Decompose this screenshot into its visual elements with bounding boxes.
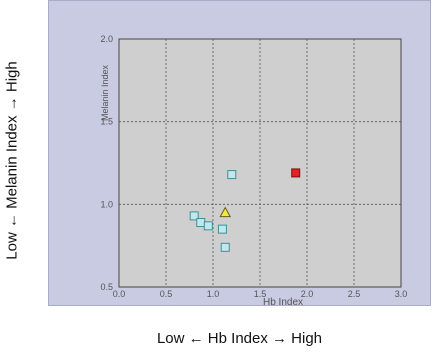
data-points — [189, 168, 301, 252]
y-tick-label: 2.0 — [100, 34, 113, 44]
x-tick-label: 1.5 — [254, 289, 267, 299]
x-tick-label: 2.5 — [348, 289, 361, 299]
chart-frame: 0.0 0.5 1.0 1.5 2.0 2.5 3.0 0.5 1.0 1.5 2.0 Hb Ind… — [48, 0, 431, 307]
y-axis-title: Melanin Index — [100, 64, 110, 121]
cyan-square-point — [203, 221, 213, 231]
y-tick-label: 1.5 — [100, 117, 113, 127]
x-tick-label: 3.0 — [395, 289, 408, 299]
grid-lines — [119, 39, 401, 287]
red-square-point — [291, 168, 301, 178]
cyan-square-point — [196, 218, 206, 228]
x-axis-title: Hb Index — [263, 297, 303, 307]
x-tick-label: 1.0 — [207, 289, 220, 299]
y-tick-label: 0.5 — [100, 282, 113, 292]
x-tick-label: 2.0 — [301, 289, 314, 299]
cyan-square-point — [189, 211, 199, 221]
scatter-plot: 0.0 0.5 1.0 1.5 2.0 2.5 3.00.51.01.52.0 Hb Ind… — [100, 34, 407, 307]
x-tick-label: 0.5 — [160, 289, 173, 299]
cyan-square-point — [217, 224, 227, 234]
outer-x-axis-label: Low ← Hb Index → High — [156, 330, 323, 347]
outer-y-axis-label: Low ← Melanin Index → High — [3, 61, 21, 260]
x-tick-label: 0.0 — [113, 289, 126, 299]
tick-labels: 0.0 0.5 1.0 1.5 2.0 2.5 3.00.51.01.52.0 — [100, 34, 407, 299]
triangle-point — [219, 206, 232, 218]
y-tick-label: 1.0 — [100, 199, 113, 209]
cyan-square-point — [227, 170, 237, 180]
cyan-square-point — [220, 242, 230, 252]
